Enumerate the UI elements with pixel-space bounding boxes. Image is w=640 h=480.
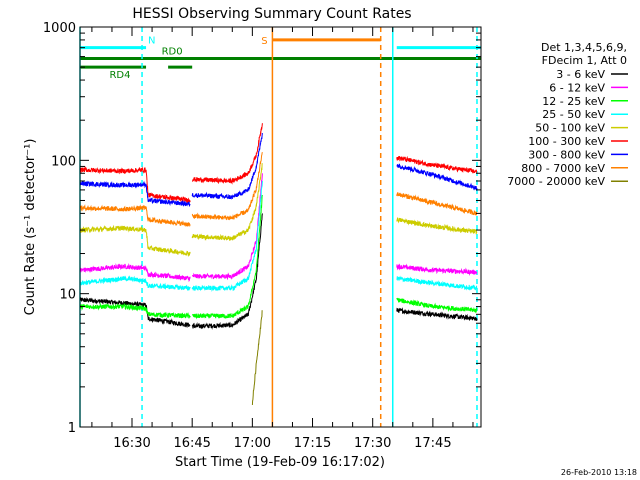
flag-rd4-label: RD4 <box>109 70 130 81</box>
ticks-layer <box>80 27 481 428</box>
flags-layer: N RD0 RD4 S <box>80 36 481 81</box>
series-12-25-kev-segment-2 <box>396 297 478 314</box>
x-tick-labels: 16:30 16:45 17:00 17:15 17:30 17:45 <box>113 436 451 451</box>
y-tick-label-1000: 1000 <box>43 21 76 36</box>
series-7000-20000-kev-segment-0 <box>251 309 263 406</box>
series-25-50-kev <box>79 180 478 292</box>
legend-label-50-100-kev: 50 - 100 keV <box>535 122 605 135</box>
y-tick-label-100: 100 <box>51 154 76 169</box>
series-3-6-kev-segment-2 <box>396 307 478 321</box>
series-layer <box>79 123 478 406</box>
chart-title: HESSI Observing Summary Count Rates <box>132 6 411 22</box>
x-tick-label-17-00: 17:00 <box>234 436 271 451</box>
series-6-12-kev-segment-0 <box>79 263 191 283</box>
plot-frame <box>79 26 482 428</box>
legend-label-6-12-kev: 6 - 12 keV <box>549 81 605 94</box>
flag-rd0-label: RD0 <box>162 47 183 58</box>
series-800-7000-kev-segment-1 <box>191 152 263 221</box>
series-800-7000-kev-segment-2 <box>396 192 478 216</box>
x-tick-label-17-30: 17:30 <box>354 436 391 451</box>
series-100-300-kev-segment-1 <box>192 123 263 185</box>
y-tick-labels: 1 10 100 1000 <box>43 21 76 436</box>
series-12-25-kev-segment-1 <box>191 194 263 320</box>
footer-timestamp: 26-Feb-2010 13:18 <box>561 468 637 477</box>
x-tick-label-17-15: 17:15 <box>294 436 331 451</box>
series-25-50-kev-segment-2 <box>396 275 478 291</box>
y-tick-label-10: 10 <box>59 288 76 303</box>
series-3-6-kev <box>79 213 478 330</box>
legend-label-7000-20000-kev: 7000 - 20000 keV <box>507 175 605 188</box>
series-800-7000-kev-segment-0 <box>79 204 191 228</box>
x-axis-label: Start Time (19-Feb-09 16:17:02) <box>175 455 385 470</box>
x-tick-label-17-45: 17:45 <box>414 436 451 451</box>
y-tick-label-1: 1 <box>68 421 76 436</box>
series-6-12-kev-segment-1 <box>191 173 263 281</box>
series-800-7000-kev <box>79 152 478 228</box>
series-100-300-kev <box>79 123 478 204</box>
series-3-6-kev-segment-0 <box>79 297 191 329</box>
series-50-100-kev <box>79 163 478 257</box>
flag-s-label: S <box>261 36 267 47</box>
x-tick-label-16-45: 16:45 <box>173 436 210 451</box>
vertical-markers-layer <box>79 27 478 427</box>
series-300-800-kev-segment-1 <box>191 133 263 200</box>
series-50-100-kev-segment-2 <box>396 217 478 235</box>
legend-label-800-7000-kev: 800 - 7000 keV <box>521 162 605 175</box>
series-100-300-kev-segment-0 <box>79 166 191 204</box>
series-100-300-kev-segment-2 <box>396 155 478 174</box>
legend-label-12-25-kev: 12 - 25 keV <box>542 95 605 108</box>
series-300-800-kev-segment-0 <box>79 180 191 208</box>
series-3-6-kev-segment-1 <box>191 213 263 330</box>
legend-label-100-300-kev: 100 - 300 keV <box>528 135 605 148</box>
series-50-100-kev-segment-0 <box>79 224 191 257</box>
x-tick-label-16-30: 16:30 <box>113 436 150 451</box>
series-50-100-kev-segment-1 <box>191 163 263 241</box>
legend-header-line-2: FDecim 1, Att 0 <box>542 54 627 67</box>
series-6-12-kev-segment-2 <box>396 263 478 276</box>
series-12-25-kev-segment-0 <box>79 302 191 319</box>
legend-header-line-1: Det 1,3,4,5,6,9, <box>541 41 627 54</box>
series-300-800-kev <box>79 133 478 208</box>
y-axis-label: Count Rate (s⁻¹ detector⁻¹) <box>23 139 38 316</box>
series-12-25-kev <box>79 194 478 320</box>
series-300-800-kev-segment-2 <box>396 163 478 191</box>
flag-n-label: N <box>148 36 155 47</box>
series-25-50-kev-segment-1 <box>191 180 263 292</box>
series-25-50-kev-segment-0 <box>79 275 191 292</box>
legend-label-25-50-kev: 25 - 50 keV <box>542 108 605 121</box>
legend-label-3-6-kev: 3 - 6 keV <box>556 68 605 81</box>
series-7000-20000-kev <box>251 309 263 406</box>
series-6-12-kev <box>79 173 478 283</box>
legend-label-300-800-kev: 300 - 800 keV <box>528 148 605 161</box>
